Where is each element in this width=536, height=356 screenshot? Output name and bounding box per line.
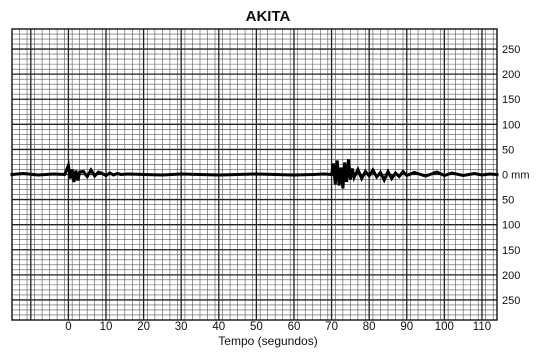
x-tick-label: 70 bbox=[325, 321, 338, 333]
y-tick-label: 150 bbox=[502, 94, 520, 106]
y-tick-label: 250 bbox=[502, 44, 520, 56]
x-tick-label: 50 bbox=[250, 321, 263, 333]
y-tick-label: 100 bbox=[502, 119, 520, 131]
x-axis-label: Tempo (segundos) bbox=[218, 334, 318, 348]
y-tick-label: 50 bbox=[502, 195, 514, 207]
y-tick-label: 200 bbox=[502, 270, 520, 282]
x-tick-label: 10 bbox=[100, 321, 113, 333]
x-tick-label: 60 bbox=[288, 321, 301, 333]
x-tick-label: 80 bbox=[363, 321, 376, 333]
chart-title: AKITA bbox=[245, 8, 291, 25]
y-tick-label: 250 bbox=[502, 295, 520, 307]
x-tick-label: 30 bbox=[175, 321, 188, 333]
x-tick-label: 90 bbox=[400, 321, 413, 333]
y-tick-label: 100 bbox=[502, 220, 520, 232]
x-tick-label: 40 bbox=[212, 321, 225, 333]
x-tick-label: 20 bbox=[137, 321, 150, 333]
series-line bbox=[10, 159, 499, 189]
y-tick-label: 50 bbox=[502, 144, 514, 156]
y-tick-label: 150 bbox=[502, 245, 520, 257]
x-tick-label: 100 bbox=[435, 321, 454, 333]
y-tick-label: 0 mm bbox=[502, 170, 530, 182]
y-tick-label: 200 bbox=[502, 69, 520, 81]
x-tick-label: 0 bbox=[65, 321, 71, 333]
x-tick-label: 110 bbox=[473, 321, 491, 333]
